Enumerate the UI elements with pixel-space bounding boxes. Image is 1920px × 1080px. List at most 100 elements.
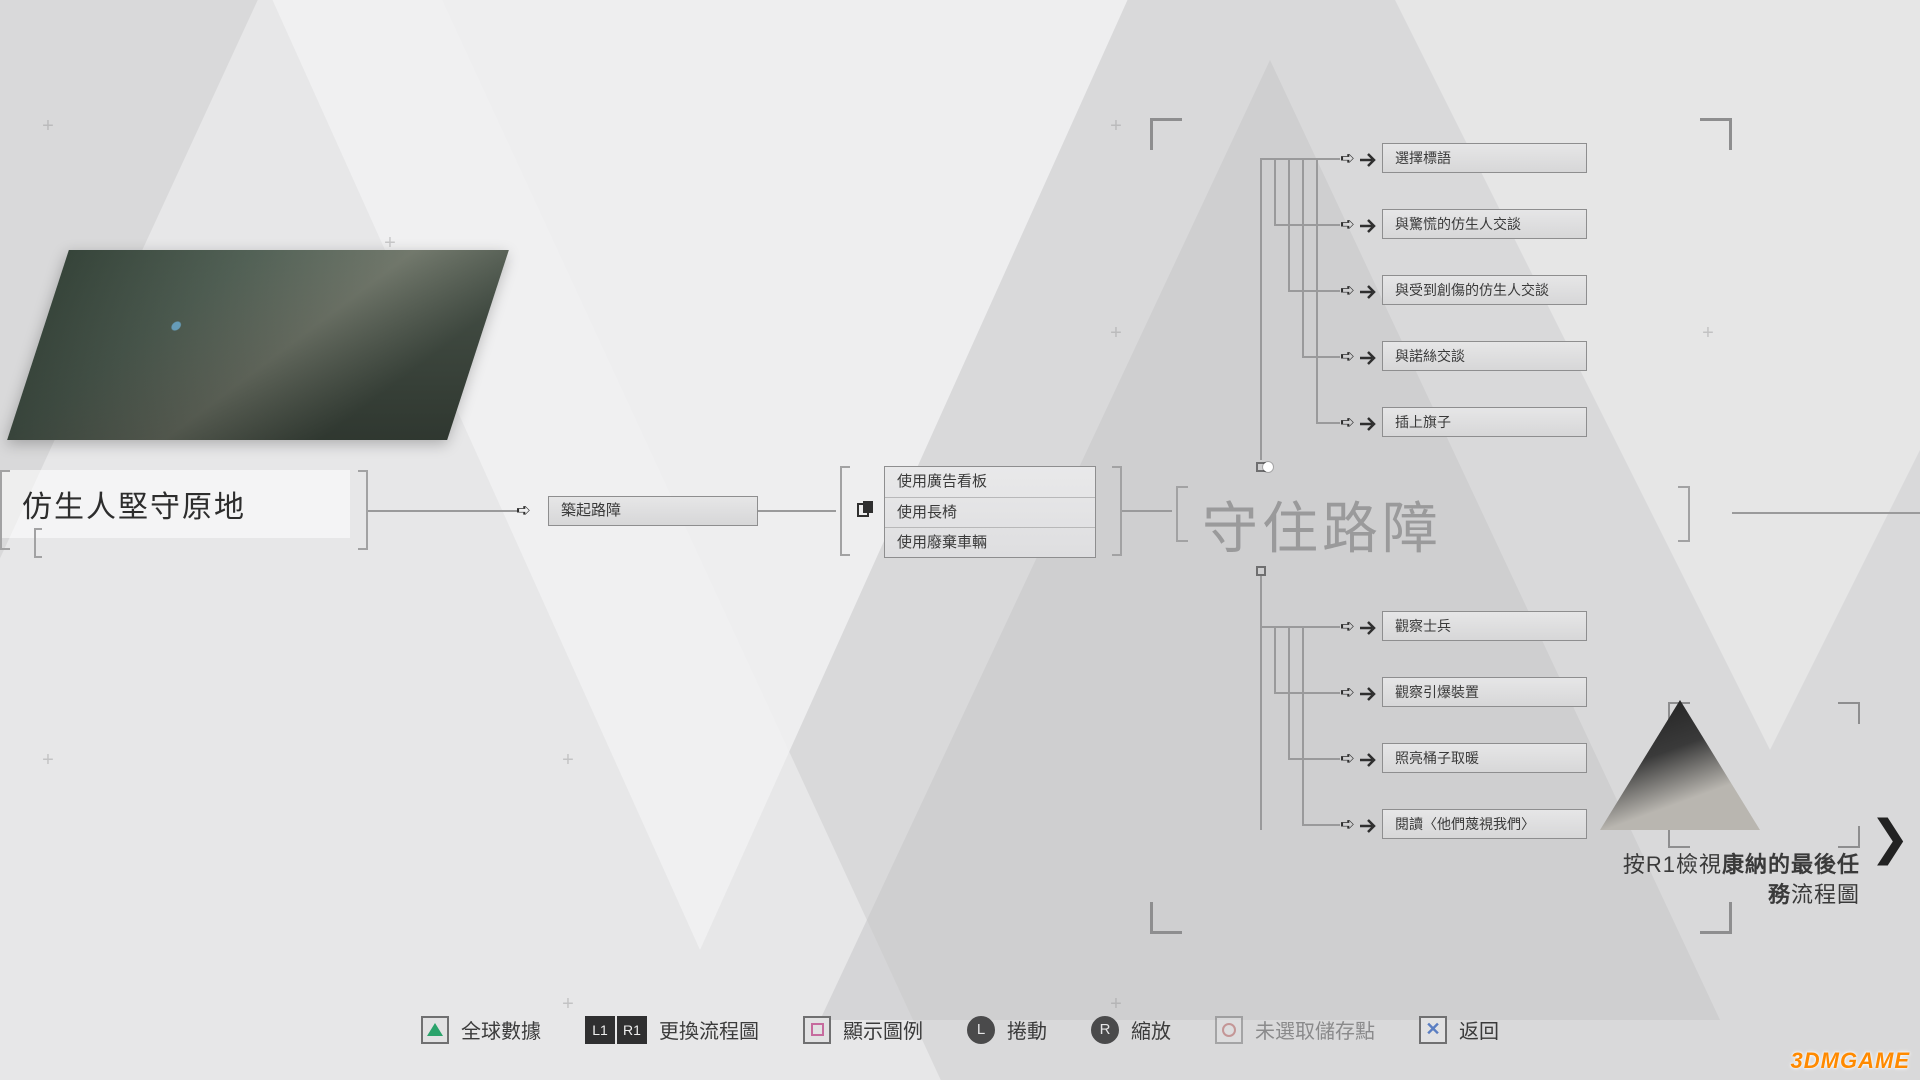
r1-key: R1: [617, 1016, 647, 1044]
connector: [1288, 758, 1340, 760]
next-bracket: [1838, 702, 1860, 724]
node-label: 照亮桶子取暖: [1395, 750, 1479, 766]
arrow-icon: [1340, 683, 1358, 701]
control-show-legend[interactable]: 顯示圖例: [803, 1015, 923, 1044]
go-icon: [1358, 414, 1378, 434]
arrow-icon: [516, 501, 534, 519]
connector: [1732, 512, 1920, 514]
left-stick-icon: L: [967, 1016, 995, 1044]
choice-group-barricade-materials[interactable]: 使用廣告看板 使用長椅 使用廢棄車輛: [884, 466, 1096, 558]
connector: [1288, 158, 1290, 290]
hub-label-bracket: [1176, 486, 1188, 542]
choice-option[interactable]: 使用長椅: [885, 497, 1095, 527]
hub-label-bracket: [1678, 486, 1690, 542]
connector: [1274, 626, 1276, 692]
branch-node[interactable]: 與驚慌的仿生人交談: [1382, 209, 1587, 239]
cursor: [1263, 462, 1273, 472]
right-stick-icon: R: [1091, 1016, 1119, 1044]
start-bracket: [358, 470, 368, 550]
branch-node[interactable]: 選擇標語: [1382, 143, 1587, 173]
grid-marker: [1700, 325, 1716, 341]
hub-bracket: [1700, 118, 1732, 150]
arrow-icon: [1340, 413, 1358, 431]
square-button-icon: [803, 1016, 831, 1044]
arrow-icon: [1340, 617, 1358, 635]
start-bracket: [0, 470, 10, 550]
chevron-right-icon[interactable]: ❯: [1870, 810, 1910, 866]
connector: [1302, 158, 1304, 356]
choice-option[interactable]: 使用廣告看板: [885, 467, 1095, 497]
go-icon: [1358, 816, 1378, 836]
connector: [1260, 576, 1262, 830]
arrow-icon: [1340, 749, 1358, 767]
connector: [758, 510, 836, 512]
grid-marker: [560, 996, 576, 1012]
control-no-save-selected: 未選取儲存點: [1215, 1015, 1375, 1044]
grid-marker: [40, 752, 56, 768]
node-label: 觀察士兵: [1395, 618, 1451, 634]
connector: [1260, 158, 1262, 460]
watermark: 3DMGAME: [1791, 1048, 1910, 1074]
control-label: 縮放: [1131, 1015, 1171, 1044]
control-back[interactable]: ✕ 返回: [1419, 1015, 1499, 1044]
arrow-icon: [1340, 347, 1358, 365]
chapter-title: 仿生人堅守原地: [0, 470, 350, 538]
connector: [1260, 158, 1340, 160]
node-label: 與受到創傷的仿生人交談: [1395, 282, 1549, 298]
arrow-icon: [1340, 815, 1358, 833]
control-global-data[interactable]: 全球數據: [421, 1015, 541, 1044]
connector: [1316, 422, 1340, 424]
spine-marker: [1256, 566, 1266, 576]
go-icon: [1358, 216, 1378, 236]
grid-marker: [1108, 325, 1124, 341]
branch-node[interactable]: 閱讀〈他們蔑視我們〉: [1382, 809, 1587, 839]
node-label: 觀察引爆裝置: [1395, 684, 1479, 700]
node-build-barricade[interactable]: 築起路障: [548, 496, 758, 526]
branch-node[interactable]: 與諾絲交談: [1382, 341, 1587, 371]
control-switch-flowchart[interactable]: L1 R1 更換流程圖: [585, 1015, 759, 1044]
connector: [1260, 626, 1340, 628]
cross-button-icon: ✕: [1419, 1016, 1447, 1044]
control-scroll[interactable]: L 捲動: [967, 1015, 1047, 1044]
node-label: 與驚慌的仿生人交談: [1395, 216, 1521, 232]
chapter-thumbnail[interactable]: [7, 250, 509, 440]
connector: [1274, 692, 1340, 694]
hub-label[interactable]: 守住路障: [1202, 484, 1442, 565]
controls-bar: 全球數據 L1 R1 更換流程圖 顯示圖例 L 捲動 R 縮放 未選取儲存點 ✕…: [0, 1015, 1920, 1044]
connector: [1288, 626, 1290, 758]
triangle-button-icon: [421, 1016, 449, 1044]
group-bracket: [1112, 466, 1122, 556]
hint-suffix: 流程圖: [1791, 882, 1860, 907]
l1-r1-icon: L1 R1: [585, 1016, 647, 1044]
control-label: 返回: [1459, 1015, 1499, 1044]
arrow-icon: [1340, 215, 1358, 233]
branch-node[interactable]: 觀察士兵: [1382, 611, 1587, 641]
control-label: 顯示圖例: [843, 1015, 923, 1044]
branch-node[interactable]: 插上旗子: [1382, 407, 1587, 437]
connector: [1274, 158, 1276, 224]
arrow-icon: [1340, 281, 1358, 299]
go-icon: [1358, 348, 1378, 368]
go-icon: [1358, 282, 1378, 302]
node-label: 閱讀〈他們蔑視我們〉: [1395, 816, 1535, 832]
circle-button-icon: [1215, 1016, 1243, 1044]
grid-marker: [1108, 996, 1124, 1012]
node-label: 插上旗子: [1395, 414, 1451, 430]
branch-node[interactable]: 照亮桶子取暖: [1382, 743, 1587, 773]
next-mission-hint: 按R1檢視康納的最後任務流程圖: [1610, 850, 1860, 909]
l1-key: L1: [585, 1016, 615, 1044]
control-zoom[interactable]: R 縮放: [1091, 1015, 1171, 1044]
hint-prefix: 按R1檢視: [1623, 852, 1722, 877]
go-icon: [1358, 618, 1378, 638]
choice-option[interactable]: 使用廢棄車輛: [885, 527, 1095, 557]
branch-node[interactable]: 與受到創傷的仿生人交談: [1382, 275, 1587, 305]
branch-node[interactable]: 觀察引爆裝置: [1382, 677, 1587, 707]
connector: [1274, 224, 1340, 226]
control-label: 全球數據: [461, 1015, 541, 1044]
hub-bracket: [1150, 902, 1182, 934]
grid-marker: [560, 752, 576, 768]
grid-marker: [40, 118, 56, 134]
connector: [1316, 158, 1318, 422]
connector: [1302, 626, 1304, 824]
go-icon: [1358, 150, 1378, 170]
